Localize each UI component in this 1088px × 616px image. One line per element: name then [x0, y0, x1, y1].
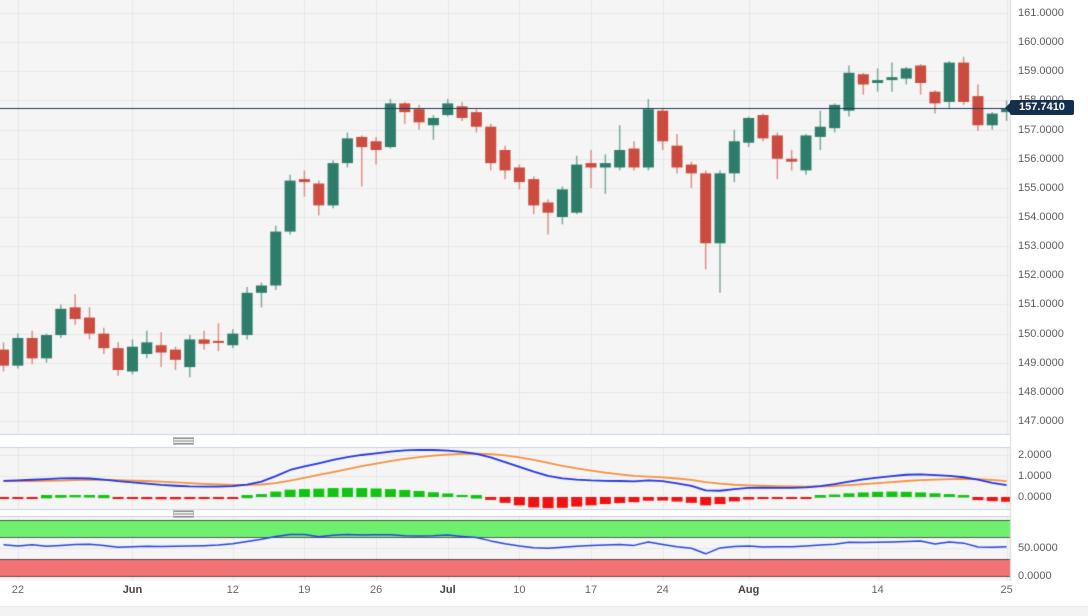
price-axis-label: 154.0000	[1018, 211, 1064, 224]
price-axis-label: 150.0000	[1018, 327, 1064, 340]
macd-axis-label: 1.0000	[1018, 470, 1052, 483]
time-axis-label: 12	[226, 584, 239, 596]
time-axis-label: Jun	[122, 584, 143, 596]
price-axis-label: 153.0000	[1018, 240, 1064, 253]
price-axis-label: 156.0000	[1018, 152, 1064, 165]
current-price-tag: 157.7410	[1005, 100, 1074, 115]
price-axis-label: 161.0000	[1018, 7, 1064, 20]
macd-axis-label: 2.0000	[1018, 449, 1052, 462]
time-axis-label: 19	[298, 584, 311, 596]
time-axis-label: 14	[871, 584, 884, 596]
price-axis-label: 159.0000	[1018, 65, 1064, 78]
rsi-axis-label: 0.0000	[1018, 570, 1052, 583]
price-axis-label: 157.0000	[1018, 123, 1064, 136]
price-axis-label: 151.0000	[1018, 298, 1064, 311]
time-axis-label: 25	[1000, 584, 1013, 596]
time-axis-label: 26	[369, 584, 383, 596]
time-axis-label: Aug	[737, 584, 760, 596]
time-axis-label: 22	[11, 584, 24, 596]
price-axis-label: 155.0000	[1018, 181, 1064, 194]
time-axis-label: 24	[656, 584, 669, 596]
price-axis-label: 149.0000	[1018, 356, 1064, 369]
time-axis-label: 17	[584, 584, 598, 596]
time-axis-label: 10	[513, 584, 526, 596]
rsi-axis-label: 50.0000	[1018, 542, 1058, 555]
pane-resize-handle-rsi[interactable]	[173, 510, 194, 518]
price-axis-label: 160.0000	[1018, 36, 1064, 49]
pane-resize-handle-macd[interactable]	[173, 437, 194, 445]
price-axis-label: 148.0000	[1018, 385, 1064, 398]
macd-axis-label: 0.0000	[1018, 491, 1052, 503]
time-axis-label: Jul	[439, 584, 456, 596]
price-axis-label: 147.0000	[1018, 415, 1064, 428]
price-axis-label: 152.0000	[1018, 269, 1064, 282]
